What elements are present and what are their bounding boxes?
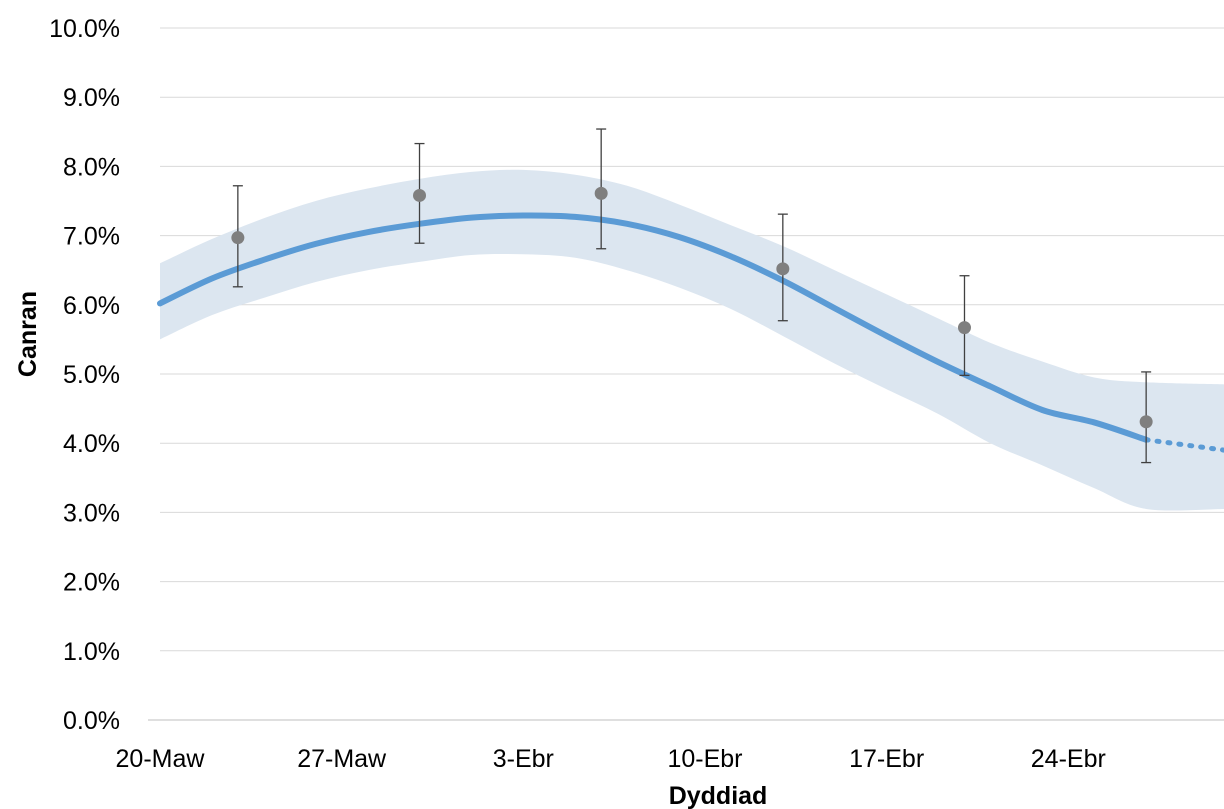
x-tick-label: 17-Ebr	[849, 745, 924, 773]
y-tick-label: 0.0%	[63, 707, 120, 735]
y-axis-tick-labels: 0.0% 1.0% 2.0% 3.0% 4.0% 5.0% 6.0% 7.0% 8.0% 9.0%…	[49, 15, 120, 735]
x-tick-label: 27-Maw	[297, 745, 387, 773]
y-tick-label: 10.0%	[49, 15, 120, 43]
confidence-band-area	[160, 169, 1224, 511]
data-point	[594, 186, 608, 200]
gridlines	[148, 27, 1224, 721]
data-point	[776, 262, 790, 276]
y-tick-label: 5.0%	[63, 361, 120, 389]
data-point	[957, 321, 971, 335]
trend-line-solid	[157, 212, 1150, 443]
data-points	[231, 186, 1153, 429]
trend-line-projected	[1143, 437, 1224, 453]
x-axis-tick-labels: 20-Maw 27-Maw 3-Ebr 10-Ebr 17-Ebr 24-Ebr	[116, 745, 1106, 773]
y-tick-label: 7.0%	[63, 223, 120, 251]
data-point	[1139, 415, 1153, 429]
y-tick-label: 2.0%	[63, 569, 120, 597]
y-tick-label: 1.0%	[63, 638, 120, 666]
x-tick-label: 10-Ebr	[667, 745, 742, 773]
x-tick-label: 24-Ebr	[1031, 745, 1106, 773]
data-point	[413, 188, 427, 202]
confidence-band	[160, 169, 1224, 511]
y-tick-label: 6.0%	[63, 292, 120, 320]
y-tick-label: 3.0%	[63, 499, 120, 527]
y-axis-title: Canran	[14, 291, 42, 377]
y-tick-label: 9.0%	[63, 84, 120, 112]
x-tick-label: 3-Ebr	[493, 745, 554, 773]
trend-line	[157, 212, 1224, 453]
x-axis-title: Dyddiad	[669, 782, 768, 809]
y-tick-label: 4.0%	[63, 430, 120, 458]
x-tick-label: 20-Maw	[116, 745, 206, 773]
y-tick-label: 8.0%	[63, 153, 120, 181]
data-point	[231, 231, 245, 245]
